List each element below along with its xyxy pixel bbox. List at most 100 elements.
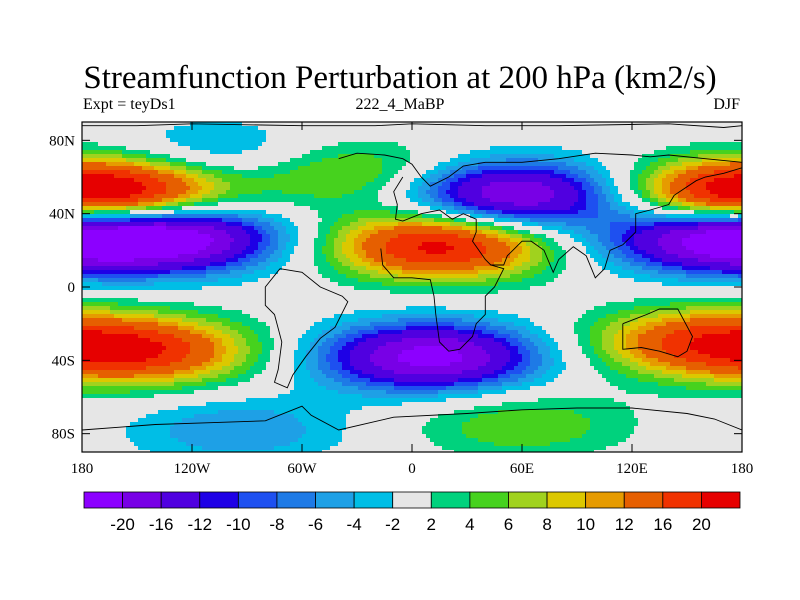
field-cell (646, 166, 651, 171)
field-cell (558, 154, 563, 159)
field-cell (478, 130, 483, 135)
field-cell (570, 122, 575, 127)
field-cell (578, 230, 583, 235)
field-cell (334, 170, 339, 175)
field-cell (218, 230, 223, 235)
field-cell (602, 186, 607, 191)
field-cell (226, 218, 231, 223)
field-cell (422, 130, 427, 135)
field-cell (478, 138, 483, 143)
field-cell (134, 162, 139, 167)
field-cell (386, 134, 391, 139)
field-cell (490, 210, 495, 215)
field-cell (234, 202, 239, 207)
field-cell (638, 226, 643, 231)
field-cell (478, 134, 483, 139)
field-cell (278, 130, 283, 135)
field-cell (118, 198, 123, 203)
field-cell (126, 198, 131, 203)
field-cell (118, 134, 123, 139)
field-cell (526, 158, 531, 163)
field-cell (738, 206, 742, 211)
field-cell (270, 166, 275, 171)
field-cell (454, 214, 459, 219)
field-cell (262, 210, 267, 215)
field-cell (418, 206, 423, 211)
field-cell (298, 206, 303, 211)
field-cell (434, 206, 439, 211)
field-cell (206, 242, 211, 247)
field-cell (394, 206, 399, 211)
field-cell (138, 134, 143, 139)
field-cell (414, 222, 419, 227)
field-cell (334, 198, 339, 203)
field-cell (606, 138, 611, 143)
field-cell (638, 166, 643, 171)
field-cell (242, 242, 247, 247)
field-cell (586, 142, 591, 147)
field-cell (166, 154, 171, 159)
field-cell (222, 190, 227, 195)
field-cell (498, 182, 503, 187)
field-cell (242, 186, 247, 191)
field-cell (718, 170, 723, 175)
field-cell (266, 206, 271, 211)
field-cell (154, 226, 159, 231)
field-cell (286, 138, 291, 143)
field-cell (594, 234, 599, 239)
field-cell (734, 130, 739, 135)
field-cell (410, 226, 415, 231)
field-cell (222, 150, 227, 155)
field-cell (614, 142, 619, 147)
field-cell (290, 202, 295, 207)
field-cell (446, 206, 451, 211)
field-cell (714, 206, 719, 211)
field-cell (146, 230, 151, 235)
field-cell (246, 194, 251, 199)
field-cell (738, 218, 742, 223)
field-cell (426, 234, 431, 239)
field-cell (374, 186, 379, 191)
field-cell (342, 238, 347, 243)
field-cell (682, 122, 687, 127)
field-cell (654, 162, 659, 167)
field-cell (666, 142, 671, 147)
field-cell (138, 222, 143, 227)
field-cell (142, 218, 147, 223)
field-cell (542, 222, 547, 227)
field-cell (178, 178, 183, 183)
field-cell (358, 210, 363, 215)
field-cell (598, 174, 603, 179)
field-cell (214, 178, 219, 183)
field-cell (406, 130, 411, 135)
field-cell (450, 170, 455, 175)
field-cell (198, 174, 203, 179)
field-cell (442, 154, 447, 159)
field-cell (506, 150, 511, 155)
field-cell (254, 238, 259, 243)
field-cell (414, 146, 419, 151)
field-cell (458, 130, 463, 135)
field-cell (570, 182, 575, 187)
field-cell (82, 150, 87, 155)
field-cell (158, 130, 163, 135)
field-cell (578, 122, 583, 127)
field-cell (434, 214, 439, 219)
field-cell (286, 230, 291, 235)
field-cell (630, 222, 635, 227)
field-cell (202, 218, 207, 223)
field-cell (106, 170, 111, 175)
field-cell (582, 130, 587, 135)
field-cell (162, 130, 167, 135)
field-cell (122, 226, 127, 231)
field-cell (302, 162, 307, 167)
field-cell (90, 214, 95, 219)
field-cell (506, 154, 511, 159)
field-cell (418, 126, 423, 131)
field-cell (286, 142, 291, 147)
field-cell (710, 226, 715, 231)
field-cell (698, 190, 703, 195)
field-cell (446, 174, 451, 179)
field-cell (714, 214, 719, 219)
field-cell (714, 146, 719, 151)
